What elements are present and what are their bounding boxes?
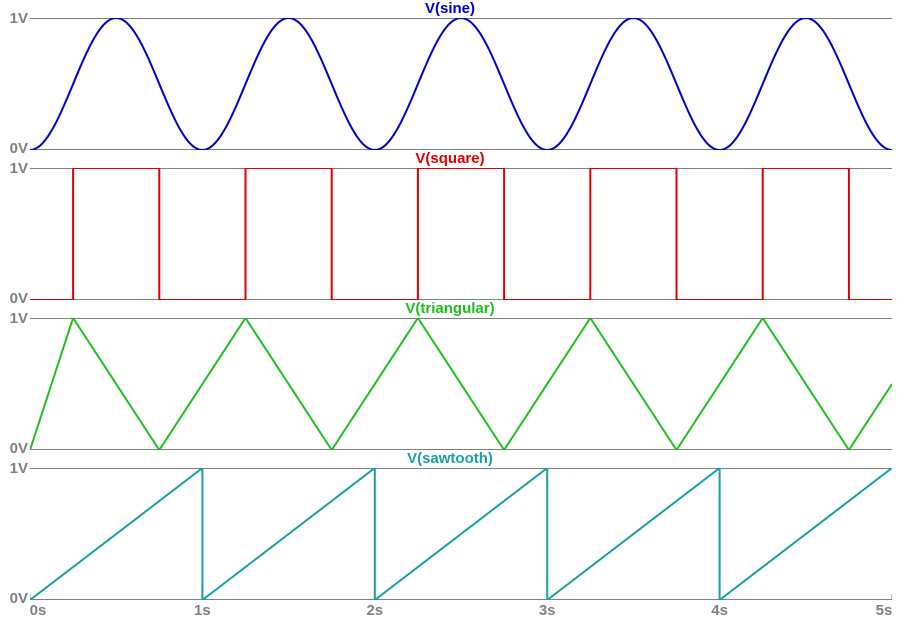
ylabel-1v-square: 1V xyxy=(0,160,30,177)
xlabel-1s: 1s xyxy=(194,602,211,619)
plot-sine xyxy=(30,18,892,150)
xlabel-3s: 3s xyxy=(539,602,556,619)
panel-title-triangular: V(triangular) xyxy=(0,300,900,317)
xlabel-5s: 5s xyxy=(876,602,893,619)
panel-title-square: V(square) xyxy=(0,150,900,167)
xlabel-0s: 0s xyxy=(30,602,47,619)
xlabel-4s: 4s xyxy=(711,602,728,619)
waveform-sawtooth xyxy=(30,468,892,600)
ylabel-1v-triangular: 1V xyxy=(0,310,30,327)
waveform-triangular xyxy=(30,318,892,450)
waveform-square xyxy=(30,168,892,300)
panel-title-sawtooth: V(sawtooth) xyxy=(0,450,900,467)
plot-sawtooth xyxy=(30,468,892,600)
panel-title-sine: V(sine) xyxy=(0,0,900,17)
ylabel-1v-sawtooth: 1V xyxy=(0,460,30,477)
waveform-sine xyxy=(30,18,892,150)
plot-triangular xyxy=(30,318,892,450)
ylabel-0v-sawtooth: 0V xyxy=(0,590,30,607)
waveform-panel: V(sine)1V0VV(square)1V0VV(triangular)1V0… xyxy=(0,0,900,634)
plot-square xyxy=(30,168,892,300)
ylabel-1v-sine: 1V xyxy=(0,10,30,27)
xlabel-2s: 2s xyxy=(366,602,383,619)
